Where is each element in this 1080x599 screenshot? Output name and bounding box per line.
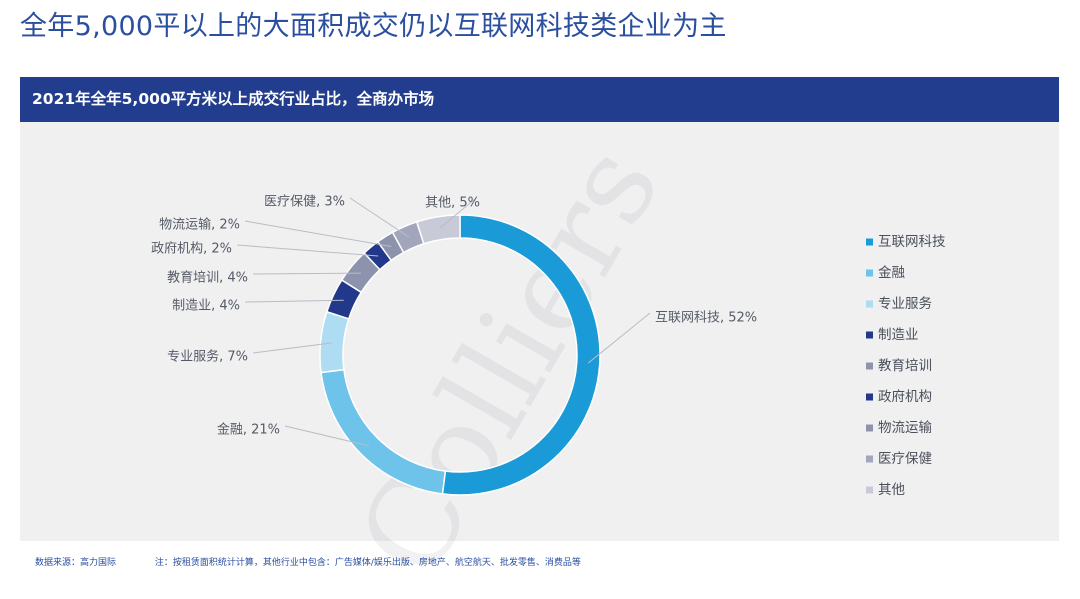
legend-label-1: 互联网科技	[878, 234, 946, 250]
leader-line-5	[252, 272, 361, 275]
leader-line-2	[284, 425, 370, 447]
legend-label-9: 其他	[878, 482, 905, 498]
legend-swatch-6	[866, 393, 873, 401]
legend-label-4: 制造业	[878, 327, 919, 343]
legend-swatch-1	[866, 238, 873, 246]
chart-title: 2021年全年5,000平方米以上成交行业占比，全商办市场	[20, 77, 1059, 122]
slice-label-8: 医疗保健, 3%	[264, 195, 345, 210]
legend-label-7: 物流运输	[878, 420, 932, 436]
slice-label-2: 金融, 21%	[217, 422, 280, 438]
donut-slice-2	[320, 368, 447, 495]
leader-line-7	[244, 220, 392, 247]
donut-slice-1	[441, 214, 601, 496]
legend-label-2: 金融	[878, 265, 906, 281]
footer: 数据来源：高力国际 注：按租赁面积统计计算，其他行业中包含：广告媒体/娱乐出版、…	[35, 555, 617, 568]
legend-swatch-3	[866, 300, 873, 308]
slice-label-6: 政府机构, 2%	[151, 242, 232, 257]
slice-label-7: 物流运输, 2%	[159, 217, 240, 233]
slice-label-5: 教育培训, 4%	[167, 270, 248, 286]
slice-label-4: 制造业, 4%	[172, 299, 240, 314]
leader-line-3	[252, 342, 333, 354]
legend-swatch-2	[866, 269, 873, 277]
legend-label-6: 政府机构	[878, 389, 932, 405]
slice-label-1: 互联网科技, 52%	[655, 311, 757, 326]
leader-line-1	[587, 312, 651, 364]
legend-swatch-5	[866, 362, 873, 370]
leader-line-6	[236, 244, 379, 257]
legend-swatch-8	[866, 455, 873, 463]
legend-label-3: 专业服务	[878, 296, 932, 312]
legend-swatch-7	[866, 424, 873, 432]
source-note: 数据来源：高力国际	[35, 558, 117, 568]
legend-label-8: 医疗保健	[878, 451, 932, 467]
leader-line-4	[244, 299, 344, 303]
donut-slice-3	[319, 310, 350, 374]
leader-line-9	[439, 198, 476, 229]
legend-swatch-4	[866, 331, 873, 339]
donut-slice-9	[415, 214, 461, 245]
leader-line-8	[349, 197, 410, 238]
legend-swatch-9	[866, 486, 873, 494]
slice-label-3: 专业服务, 7%	[167, 349, 248, 365]
legend-label-5: 教育培训	[878, 358, 932, 374]
footnote: 注：按租赁面积统计计算，其他行业中包含：广告媒体/娱乐出版、房地产、航空航天、批…	[154, 558, 581, 568]
donut-chart: 互联网科技, 52% 金融, 21% 专业服务, 7% 制造业, 4% 教育培训, 4%…	[151, 195, 946, 499]
page-title: 全年5,000平以上的大面积成交仍以互联网科技类企业为主	[20, 11, 727, 42]
slice-label-9: 其他, 5%	[425, 196, 480, 211]
